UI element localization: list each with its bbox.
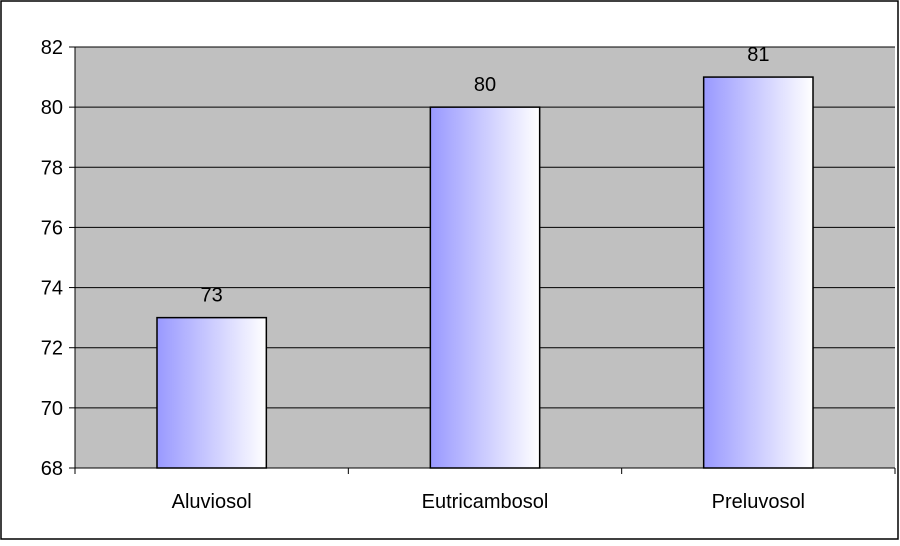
y-tick-label: 74 — [41, 278, 63, 300]
bars — [156, 76, 814, 469]
bar-preluvosol — [702, 76, 814, 469]
data-labels: 73 80 81 — [201, 44, 770, 307]
x-tick-label: Preluvosol — [712, 491, 805, 513]
y-axis: 68 70 72 74 76 78 80 82 — [41, 37, 76, 480]
y-tick-label: 68 — [41, 458, 63, 480]
x-tick-label: Aluviosol — [172, 491, 252, 513]
y-tick-label: 82 — [41, 37, 63, 59]
y-tick-label: 72 — [41, 338, 63, 360]
y-tick-label: 78 — [41, 157, 63, 179]
data-label: 81 — [747, 44, 769, 66]
y-tick-label: 70 — [41, 398, 63, 420]
bar-eutricambosol — [429, 106, 541, 469]
data-label: 73 — [201, 285, 223, 307]
data-label: 80 — [474, 74, 496, 96]
x-tick-label: Eutricambosol — [422, 491, 549, 513]
y-tick-label: 80 — [41, 97, 63, 119]
y-tick-label: 76 — [41, 217, 63, 239]
bar-aluviosol — [156, 316, 268, 469]
